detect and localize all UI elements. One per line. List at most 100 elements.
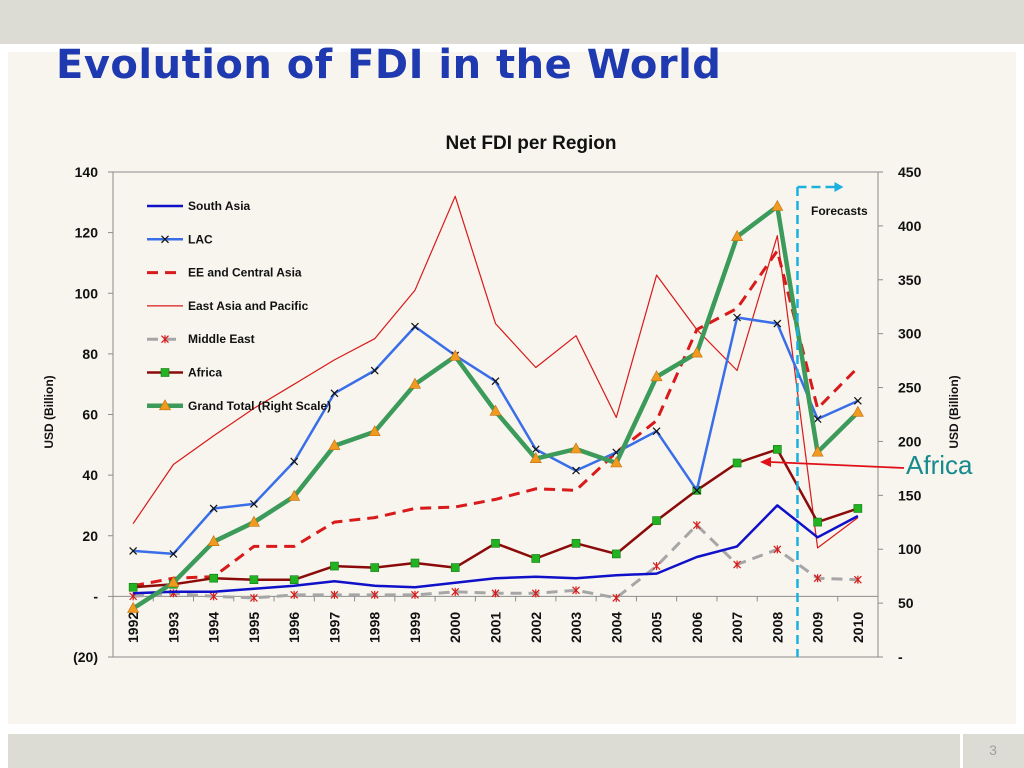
series-line-south-asia bbox=[133, 504, 859, 595]
x-tick-label: 2010 bbox=[850, 612, 866, 643]
x-tick-label: 2007 bbox=[729, 612, 745, 643]
data-point bbox=[731, 230, 744, 241]
data-point bbox=[288, 489, 301, 501]
data-point bbox=[652, 427, 661, 436]
series-line-africa bbox=[133, 448, 859, 589]
x-tick-label: 2004 bbox=[608, 612, 624, 643]
data-point bbox=[690, 346, 703, 358]
data-point bbox=[650, 370, 663, 382]
x-tick-label: 2002 bbox=[528, 612, 544, 643]
data-point bbox=[209, 573, 218, 583]
data-point bbox=[570, 442, 583, 454]
x-tick-label: 1995 bbox=[246, 612, 262, 643]
slide-title: Evolution of FDI in the World bbox=[56, 42, 722, 88]
page-number-box bbox=[962, 734, 1024, 768]
legend-label: LAC bbox=[188, 232, 213, 246]
chart-title: Net FDI per Region bbox=[445, 133, 616, 154]
x-tick-label: 2001 bbox=[488, 612, 504, 643]
data-point bbox=[853, 504, 863, 513]
data-point bbox=[247, 515, 260, 527]
data-point bbox=[450, 563, 460, 572]
data-point bbox=[652, 516, 661, 525]
data-point bbox=[370, 590, 379, 599]
axes-group: (20) - 20 40 60 80 100 120 140 - 50 100 150 200 250 300… bbox=[73, 164, 921, 665]
data-point bbox=[692, 521, 701, 530]
data-point bbox=[249, 575, 259, 585]
y-tick-label-left: - bbox=[93, 588, 98, 604]
x-tick-label: 1998 bbox=[367, 612, 383, 643]
data-point bbox=[370, 563, 380, 572]
y-axis-label-right: USD (Billion) bbox=[947, 375, 961, 448]
data-point bbox=[249, 593, 258, 602]
x-tick-label: 1996 bbox=[286, 612, 302, 643]
legend-label: Grand Total (Right Scale) bbox=[188, 399, 331, 413]
data-point bbox=[209, 504, 218, 513]
data-point bbox=[330, 590, 339, 599]
data-point bbox=[610, 456, 623, 468]
forecast-marker: Forecasts bbox=[796, 182, 868, 657]
legend-label: Africa bbox=[188, 366, 222, 380]
data-point bbox=[451, 587, 460, 596]
data-point bbox=[491, 377, 500, 386]
data-point bbox=[370, 366, 379, 375]
data-point bbox=[813, 415, 822, 423]
y-tick-label-right: 150 bbox=[898, 487, 922, 503]
series-line-ee-and-central-asia bbox=[132, 249, 859, 588]
data-point bbox=[127, 601, 140, 613]
series-line-middle-east bbox=[132, 523, 858, 600]
y-tick-label-right: 200 bbox=[898, 433, 922, 449]
data-point bbox=[209, 592, 218, 601]
data-point bbox=[811, 445, 824, 457]
data-point bbox=[160, 368, 170, 377]
y-tick-label-right: 100 bbox=[898, 541, 922, 557]
y-tick-label-right: - bbox=[898, 649, 903, 665]
y-tick-label-left: 120 bbox=[75, 225, 99, 241]
annotation-line bbox=[769, 461, 905, 469]
annotation-arrow bbox=[760, 457, 905, 469]
x-tick-label: 1993 bbox=[165, 612, 181, 643]
data-point bbox=[572, 466, 580, 475]
data-point bbox=[771, 199, 784, 211]
data-point bbox=[290, 457, 299, 466]
x-tick-label: 2008 bbox=[769, 612, 785, 643]
data-point bbox=[491, 589, 500, 598]
data-point bbox=[167, 576, 180, 587]
annotation-arrowhead bbox=[760, 457, 771, 467]
data-point bbox=[853, 575, 862, 584]
y-tick-label-left: (20) bbox=[73, 649, 98, 665]
data-point bbox=[328, 439, 341, 451]
data-point bbox=[652, 562, 661, 571]
y-axis-label-left: USD (Billion) bbox=[42, 375, 56, 448]
y-tick-label-left: 40 bbox=[82, 467, 98, 483]
bottom-band bbox=[8, 734, 960, 768]
page-number: 3 bbox=[989, 742, 997, 758]
y-tick-label-left: 80 bbox=[82, 346, 98, 362]
data-point bbox=[489, 404, 502, 416]
series-group bbox=[127, 195, 864, 613]
data-point bbox=[851, 405, 864, 417]
data-point bbox=[611, 549, 621, 559]
data-point bbox=[571, 539, 581, 548]
legend: South Asia LAC EE and Central Asia East Asi… bbox=[147, 199, 331, 413]
forecast-label: Forecasts bbox=[811, 204, 868, 218]
data-point bbox=[249, 499, 258, 508]
series-line-lac bbox=[133, 316, 859, 556]
y-tick-label-left: 100 bbox=[75, 285, 99, 301]
data-point bbox=[129, 546, 138, 555]
x-tick-label: 1999 bbox=[407, 612, 423, 643]
x-tick-label: 2009 bbox=[810, 612, 826, 643]
y-tick-label-left: 140 bbox=[75, 164, 99, 180]
top-stripe bbox=[0, 44, 1024, 52]
africa-annotation: Africa bbox=[906, 450, 973, 480]
data-point bbox=[368, 425, 381, 437]
data-point bbox=[330, 389, 339, 398]
legend-label: South Asia bbox=[188, 199, 251, 213]
data-point bbox=[529, 452, 542, 463]
data-point bbox=[732, 458, 742, 468]
data-point bbox=[411, 322, 419, 331]
y-tick-label-left: 20 bbox=[82, 528, 98, 544]
data-point bbox=[290, 590, 299, 599]
data-point bbox=[410, 558, 420, 568]
x-tick-label: 1992 bbox=[125, 612, 141, 643]
